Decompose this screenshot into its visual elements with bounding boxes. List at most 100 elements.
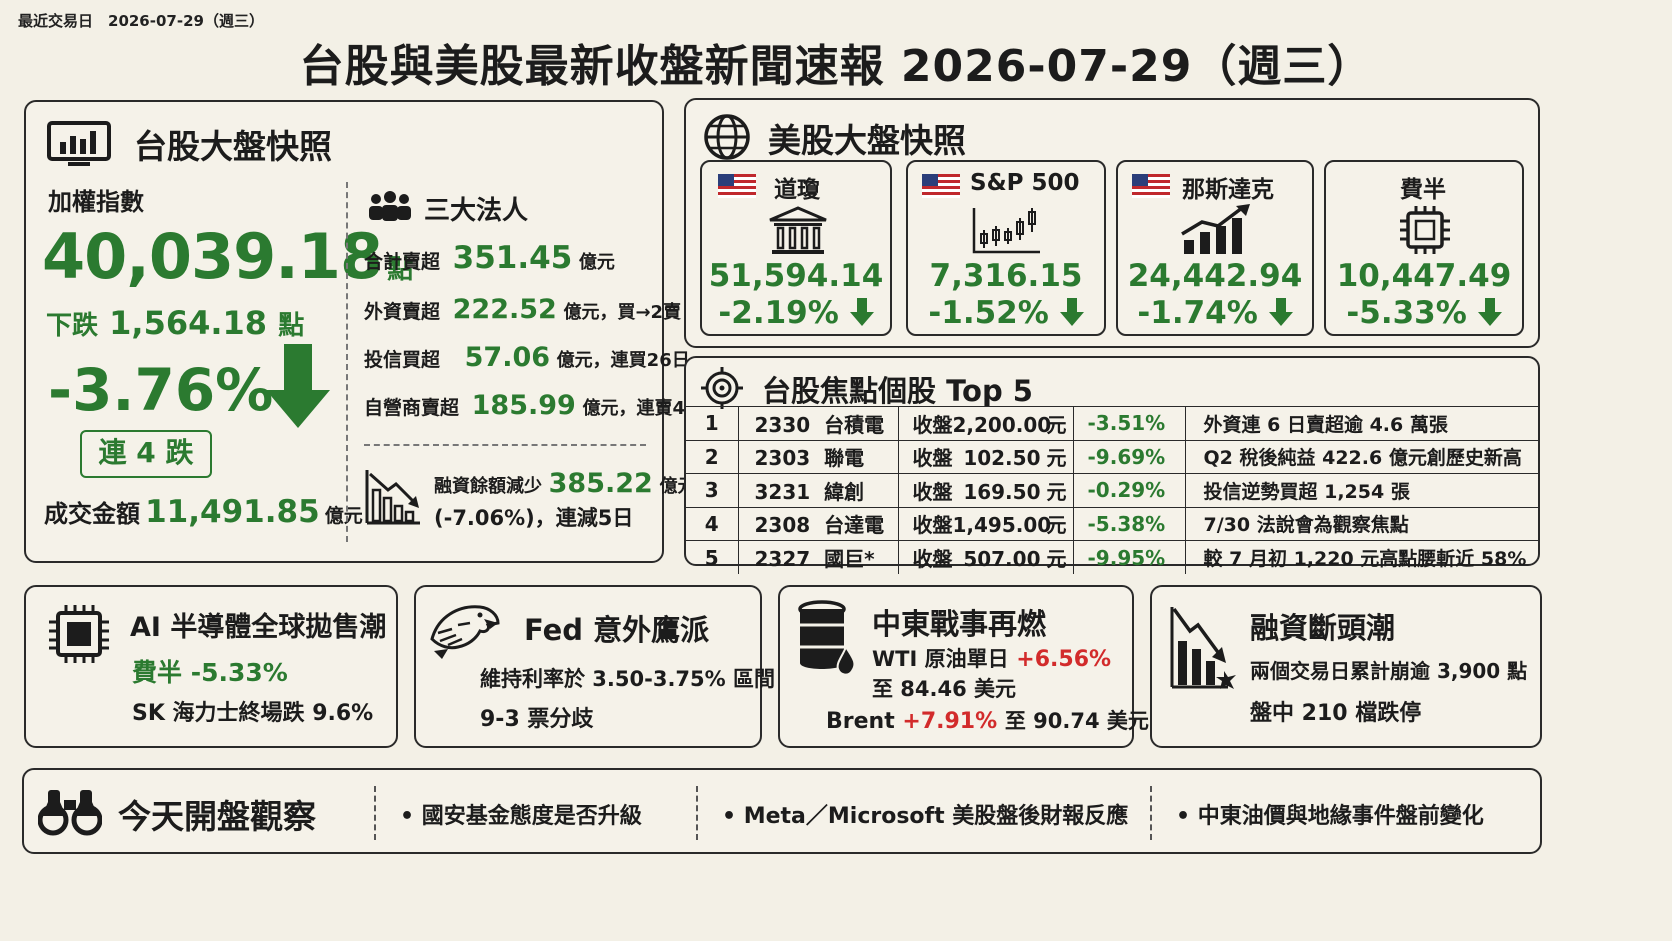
inst-trust-label: 投信買超 bbox=[364, 349, 441, 371]
index-change: -1.74% bbox=[1118, 295, 1312, 331]
news-title: 中東戰事再燃 bbox=[872, 607, 1047, 641]
falling-chart-icon bbox=[364, 468, 422, 530]
inst-trust-value: 57.06 bbox=[464, 342, 551, 373]
us-market-panel: 美股大盤快照 道瓊 51,594.14 -2.19% bbox=[684, 98, 1540, 348]
stock-rank: 3 bbox=[686, 473, 739, 507]
stock-rank: 2 bbox=[686, 439, 739, 474]
index-name: S&P 500 bbox=[970, 170, 1080, 196]
stock-close: 收盤 507.00 元 bbox=[898, 540, 1074, 574]
index-unit: 點 bbox=[387, 255, 414, 285]
margin-divider bbox=[364, 444, 646, 446]
top-stocks-title: 台股焦點個股 Top 5 bbox=[762, 374, 1033, 408]
index-change: -1.52% bbox=[908, 295, 1104, 331]
stock-rank: 4 bbox=[686, 506, 739, 541]
inst-foreign-label: 外資賣超 bbox=[364, 301, 441, 323]
close-unit: 元 bbox=[1046, 513, 1067, 538]
index-value: 24,442.94 bbox=[1127, 258, 1303, 294]
bank-icon bbox=[768, 206, 828, 260]
stock-change: -0.29% bbox=[1073, 473, 1186, 507]
turnover-unit: 億元 bbox=[324, 505, 363, 527]
index-value: 7,316.15 bbox=[929, 258, 1083, 294]
monitor-chart-icon bbox=[46, 120, 112, 174]
close-unit: 元 bbox=[1046, 479, 1067, 504]
stock-code-name: 2303 聯電 bbox=[738, 439, 899, 474]
close-label: 收盤 bbox=[912, 479, 953, 504]
turnover-label: 成交金額 bbox=[44, 500, 140, 528]
top-stocks-table: 1 2330 台積電 收盤2,200.00元 -3.51% 外資連 6 日賣超逾 4.6 … bbox=[686, 406, 1538, 574]
inst-foreign-note: 億元，買→2賣 bbox=[563, 302, 682, 323]
index-card-sox: 費半 10,447.49 -5.33% bbox=[1324, 160, 1524, 336]
watch-divider bbox=[374, 786, 376, 840]
index-card-sp500: S&P 500 7,316.15 -1.52% bbox=[906, 160, 1106, 336]
index-value: 51,594.14 bbox=[708, 258, 884, 294]
stock-note: 外資連 6 日賣超逾 4.6 萬張 bbox=[1185, 406, 1538, 440]
wti-label: WTI 原油單日 bbox=[872, 647, 1009, 671]
last-trading-day-note: 最近交易日 2026-07-29（週三） bbox=[18, 12, 264, 30]
news-margin-call: 融資斷頭潮 兩個交易日累計崩逾 3,900 點 盤中 210 檔跌停 bbox=[1150, 585, 1542, 748]
stock-name: 緯創 bbox=[824, 479, 865, 504]
globe-icon bbox=[702, 112, 752, 166]
news-line: 費半 -5.33% bbox=[132, 658, 288, 687]
turnover-value: 11,491.85 bbox=[145, 494, 320, 530]
index-card-nasdaq: 那斯達克 24,442.94 -1.74% bbox=[1116, 160, 1314, 336]
stock-change: -5.38% bbox=[1073, 506, 1186, 541]
institutions-title: 三大法人 bbox=[424, 196, 529, 226]
inst-dealer-value: 185.99 bbox=[471, 390, 576, 421]
margin-note: (-7.06%)，連減5日 bbox=[434, 506, 634, 530]
inst-total-value: 351.45 bbox=[452, 240, 573, 276]
close-unit: 元 bbox=[1046, 547, 1067, 571]
change-prefix: 下跌 bbox=[46, 311, 99, 341]
close-value: 1,495.00 bbox=[952, 513, 1052, 538]
news-line: SK 海力士終場跌 9.6% bbox=[132, 701, 374, 726]
watch-item: • Meta／Microsoft 美股盤後財報反應 bbox=[722, 804, 1129, 829]
watch-divider bbox=[696, 786, 698, 840]
table-row: 3 3231 緯創 收盤 169.50 元 -0.29% 投信逆勢買超 1,254 張 bbox=[686, 473, 1538, 507]
index-change: -2.19% bbox=[702, 295, 890, 331]
candlestick-icon bbox=[972, 206, 1042, 260]
stock-code: 2303 bbox=[754, 446, 811, 471]
chip-icon bbox=[1396, 204, 1454, 260]
close-label: 收盤 bbox=[912, 513, 953, 538]
news-title: AI 半導體全球拋售潮 bbox=[130, 612, 387, 643]
table-row: 2 2303 聯電 收盤 102.50 元 -9.69% Q2 稅後純益 422.6 億元創歷… bbox=[686, 439, 1538, 474]
inst-dealer-note: 億元，連賣4日 bbox=[582, 398, 703, 419]
growth-bars-icon bbox=[1180, 204, 1252, 260]
stock-change: -9.69% bbox=[1073, 439, 1186, 474]
stock-change: -9.95% bbox=[1073, 540, 1186, 574]
news-ai-semiconductor: AI 半導體全球拋售潮 費半 -5.33% SK 海力士終場跌 9.6% bbox=[24, 585, 398, 748]
news-line: 兩個交易日累計崩逾 3,900 點 bbox=[1250, 659, 1528, 683]
watch-title: 今天開盤觀察 bbox=[118, 797, 316, 836]
close-label: 收盤 bbox=[912, 412, 953, 437]
stock-code-name: 3231 緯創 bbox=[738, 473, 899, 507]
inst-trust-note: 億元，連買26日 bbox=[556, 350, 690, 371]
index-label: 加權指數 bbox=[48, 188, 144, 216]
stock-code-name: 2327 國巨* bbox=[738, 540, 899, 574]
stock-code-name: 2308 台達電 bbox=[738, 506, 899, 541]
table-row: 1 2330 台積電 收盤2,200.00元 -3.51% 外資連 6 日賣超逾 4.6 … bbox=[686, 406, 1538, 440]
losing-streak-badge: 連 4 跌 bbox=[80, 430, 212, 478]
taiwan-section-title: 台股大盤快照 bbox=[134, 127, 332, 166]
down-arrow-icon bbox=[1059, 298, 1084, 326]
index-name: 道瓊 bbox=[774, 177, 820, 203]
stock-note: 7/30 法說會為觀察焦點 bbox=[1185, 506, 1538, 541]
stock-code: 2327 bbox=[754, 547, 811, 571]
us-section-title: 美股大盤快照 bbox=[768, 121, 966, 160]
inst-dealer-label: 自營商賣超 bbox=[364, 397, 460, 419]
index-name: 費半 bbox=[1400, 177, 1446, 203]
chip-icon bbox=[46, 603, 112, 669]
margin-value: 385.22 bbox=[548, 468, 653, 499]
target-icon bbox=[700, 366, 744, 414]
inst-foreign-value: 222.52 bbox=[452, 294, 557, 325]
table-row: 5 2327 國巨* 收盤 507.00 元 -9.95% 較 7 月初 1,220 元高點腰… bbox=[686, 540, 1538, 574]
opening-watch-bar: 今天開盤觀察 • 國安基金態度是否升級 • Meta／Microsoft 美股盤… bbox=[22, 768, 1542, 854]
taiwan-market-panel: 台股大盤快照 加權指數 40,039.18 點 下跌 1,564.18 點 -3… bbox=[24, 100, 703, 563]
people-icon bbox=[366, 190, 414, 226]
change-value: 1,564.18 bbox=[109, 304, 268, 342]
crash-chart-icon bbox=[1168, 605, 1238, 695]
change-percent: -3.76% bbox=[48, 356, 274, 424]
news-line: 維持利率於 3.50-3.75% 區間 bbox=[480, 667, 776, 691]
brent-price: 至 90.74 美元 bbox=[1004, 709, 1149, 733]
close-value: 169.50 bbox=[963, 479, 1041, 504]
eagle-icon bbox=[428, 599, 502, 667]
stock-code: 2308 bbox=[754, 513, 811, 538]
